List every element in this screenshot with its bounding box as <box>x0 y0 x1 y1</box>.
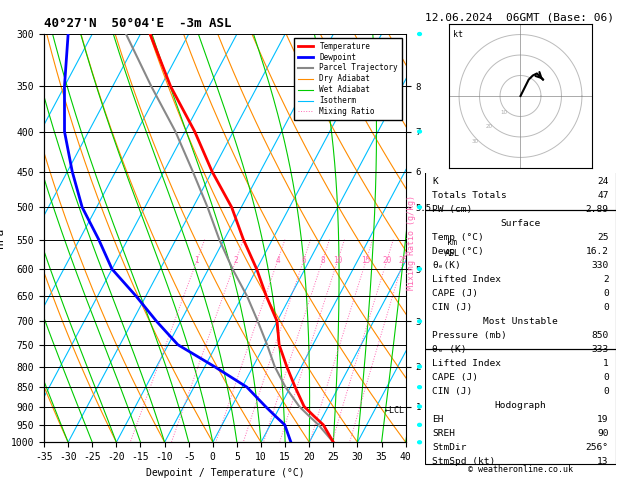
Text: Temp (°C): Temp (°C) <box>432 233 484 242</box>
Text: 10: 10 <box>501 110 508 115</box>
Text: 1: 1 <box>603 359 609 368</box>
Text: 25: 25 <box>399 256 408 265</box>
Text: θₑ (K): θₑ (K) <box>432 345 467 354</box>
Text: 19: 19 <box>598 416 609 424</box>
Text: SREH: SREH <box>432 429 455 438</box>
Text: © weatheronline.co.uk: © weatheronline.co.uk <box>468 466 573 474</box>
Text: 330: 330 <box>591 261 609 270</box>
Text: 256°: 256° <box>586 443 609 452</box>
Text: 20: 20 <box>382 256 391 265</box>
Text: PW (cm): PW (cm) <box>432 205 472 214</box>
Text: 0: 0 <box>603 289 609 298</box>
Text: 333: 333 <box>591 345 609 354</box>
Text: 24: 24 <box>598 177 609 186</box>
Text: CIN (J): CIN (J) <box>432 387 472 396</box>
Text: 20: 20 <box>486 124 493 129</box>
Text: 2.89: 2.89 <box>586 205 609 214</box>
Text: Pressure (mb): Pressure (mb) <box>432 331 507 340</box>
Text: Surface: Surface <box>501 219 540 228</box>
Text: Lifted Index: Lifted Index <box>432 359 501 368</box>
Text: 40°27'N  50°04'E  -3m ASL: 40°27'N 50°04'E -3m ASL <box>44 17 231 30</box>
Text: Totals Totals: Totals Totals <box>432 191 507 200</box>
Text: 12.06.2024  06GMT (Base: 06): 12.06.2024 06GMT (Base: 06) <box>425 12 613 22</box>
Text: Dewp (°C): Dewp (°C) <box>432 247 484 256</box>
Text: CAPE (J): CAPE (J) <box>432 373 478 382</box>
Text: 16.2: 16.2 <box>586 247 609 256</box>
Legend: Temperature, Dewpoint, Parcel Trajectory, Dry Adiabat, Wet Adiabat, Isotherm, Mi: Temperature, Dewpoint, Parcel Trajectory… <box>294 38 402 120</box>
Text: CIN (J): CIN (J) <box>432 303 472 312</box>
Text: Hodograph: Hodograph <box>494 401 547 410</box>
X-axis label: Dewpoint / Temperature (°C): Dewpoint / Temperature (°C) <box>145 468 304 478</box>
Text: EH: EH <box>432 416 443 424</box>
Text: 0: 0 <box>603 373 609 382</box>
Text: 1: 1 <box>194 256 199 265</box>
Text: 4: 4 <box>276 256 280 265</box>
Text: 6: 6 <box>301 256 306 265</box>
Text: StmSpd (kt): StmSpd (kt) <box>432 457 496 467</box>
Text: CAPE (J): CAPE (J) <box>432 289 478 298</box>
Text: 30: 30 <box>472 139 479 144</box>
Text: 47: 47 <box>598 191 609 200</box>
Text: kt: kt <box>453 31 463 39</box>
Text: 0: 0 <box>603 303 609 312</box>
Y-axis label: km
ASL: km ASL <box>445 238 460 258</box>
Text: Lifted Index: Lifted Index <box>432 275 501 284</box>
Text: StmDir: StmDir <box>432 443 467 452</box>
Text: ←LCL: ←LCL <box>384 406 404 415</box>
Text: 25: 25 <box>598 233 609 242</box>
Text: Most Unstable: Most Unstable <box>483 317 558 326</box>
Y-axis label: hPa: hPa <box>0 228 5 248</box>
Text: θₑ(K): θₑ(K) <box>432 261 461 270</box>
Text: 2: 2 <box>233 256 238 265</box>
Text: 90: 90 <box>598 429 609 438</box>
Text: Mixing Ratio (g/kg): Mixing Ratio (g/kg) <box>408 195 416 291</box>
Text: 850: 850 <box>591 331 609 340</box>
Text: 13: 13 <box>598 457 609 467</box>
Text: 0: 0 <box>603 387 609 396</box>
Text: 8: 8 <box>320 256 325 265</box>
Text: 2: 2 <box>603 275 609 284</box>
Text: K: K <box>432 177 438 186</box>
Text: 15: 15 <box>362 256 370 265</box>
Text: 10: 10 <box>333 256 342 265</box>
